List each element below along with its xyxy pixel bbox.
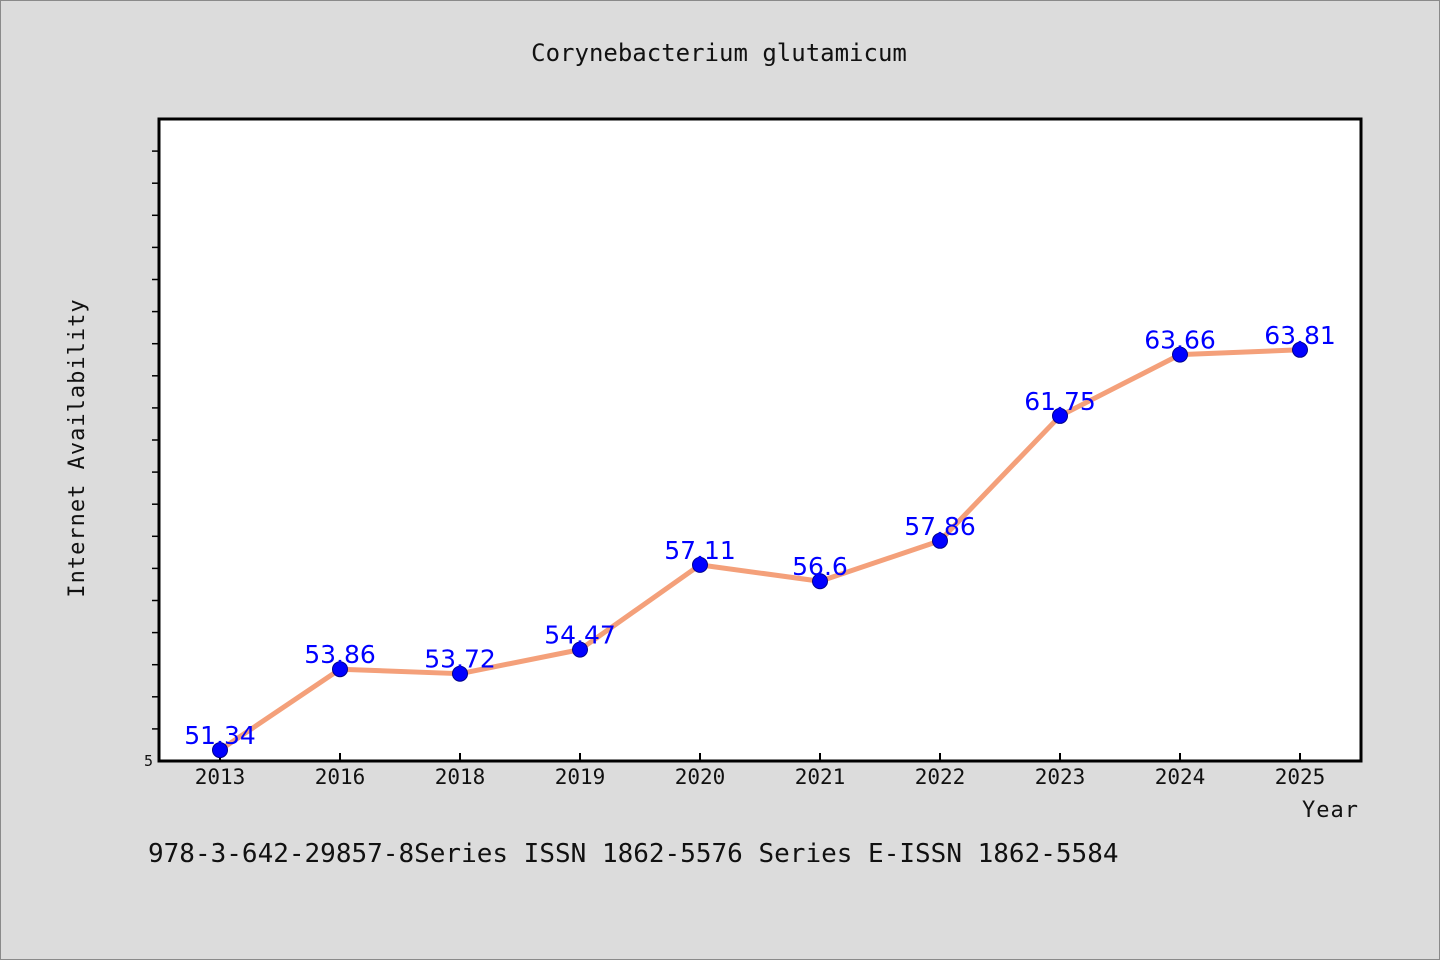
x-tick-label: 2022 xyxy=(915,765,966,789)
x-tick-label: 2013 xyxy=(195,765,246,789)
data-point xyxy=(932,532,948,549)
data-label: 51.34 xyxy=(184,721,256,750)
x-tick-label: 2023 xyxy=(1035,765,1086,789)
data-label: 63.66 xyxy=(1144,326,1216,355)
y-axis-label: Internet Availability xyxy=(65,298,90,597)
data-point xyxy=(332,661,348,678)
data-label: 57.11 xyxy=(664,536,736,565)
data-label: 56.6 xyxy=(792,552,848,581)
data-label: 53.86 xyxy=(304,640,376,669)
data-point xyxy=(1052,407,1068,424)
data-label: 57.86 xyxy=(904,512,976,541)
data-label: 53.72 xyxy=(424,645,496,674)
data-label: 61.75 xyxy=(1024,387,1096,416)
data-point xyxy=(812,573,828,590)
x-tick-label: 2021 xyxy=(795,765,846,789)
plot-area xyxy=(157,117,1363,763)
x-axis-label: Year xyxy=(1302,798,1359,823)
x-tick-label: 2024 xyxy=(1155,765,1206,789)
y-tick-label: 5 xyxy=(144,752,153,770)
data-labels: 51.34 53.86 53.72 54.47 57.11 56.6 57.86 61.75 6… xyxy=(184,321,1336,750)
data-point xyxy=(692,556,708,573)
data-point xyxy=(1292,341,1308,358)
footer-text: 978-3-642-29857-8Series ISSN 1862-5576 S… xyxy=(148,839,1119,869)
x-tick-label: 2020 xyxy=(675,765,726,789)
data-label: 54.47 xyxy=(544,621,616,650)
x-tick-label: 2018 xyxy=(435,765,486,789)
data-point xyxy=(212,742,228,759)
y-axis-ticks: 5 xyxy=(144,150,159,770)
x-tick-label: 2025 xyxy=(1275,765,1326,789)
x-tick-label: 2019 xyxy=(555,765,606,789)
data-point xyxy=(1172,346,1188,363)
x-tick-label: 2016 xyxy=(315,765,366,789)
data-point xyxy=(572,641,588,658)
chart-title: Corynebacterium glutamicum xyxy=(531,39,907,67)
x-axis-ticks: 2013 2016 2018 2019 2020 2021 2022 2023 2024 2025 xyxy=(195,753,1326,789)
series-line xyxy=(217,347,1303,753)
data-points xyxy=(212,341,1308,759)
data-label: 63.81 xyxy=(1264,321,1336,350)
data-point xyxy=(452,665,468,682)
